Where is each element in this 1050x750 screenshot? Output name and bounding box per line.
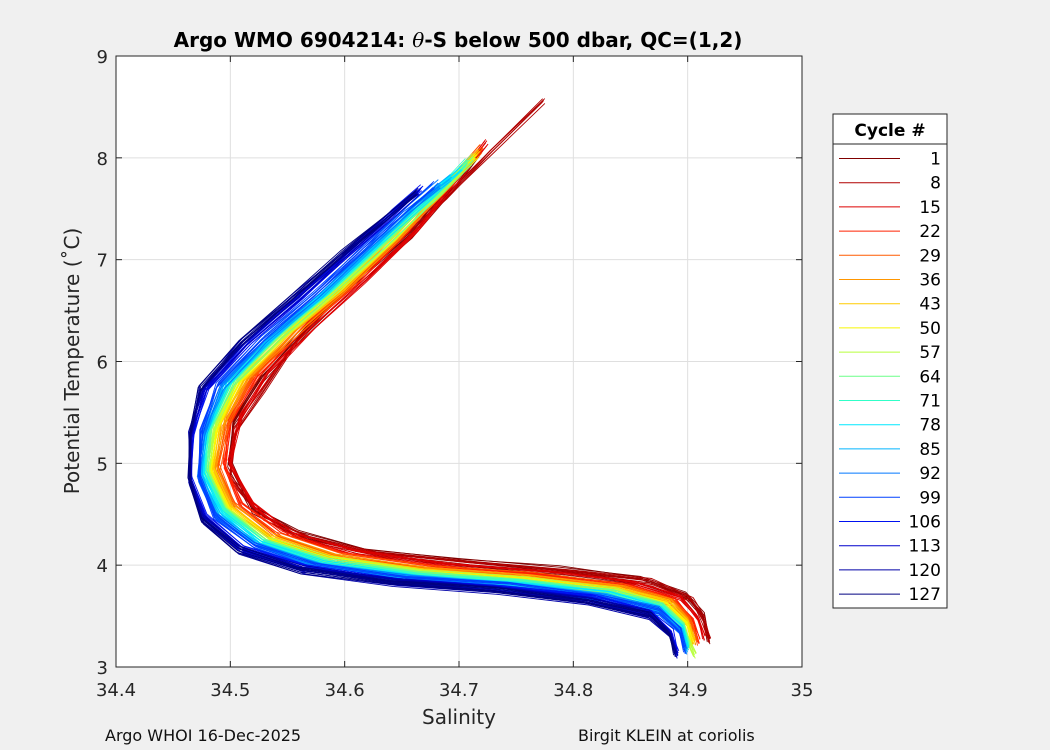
legend-label: 99 <box>919 488 941 508</box>
legend-label: 92 <box>919 464 941 484</box>
legend-label: 1 <box>930 150 941 170</box>
profile-line-cycle-127 <box>188 193 676 657</box>
legend-label: 50 <box>919 319 941 339</box>
x-tick-label: 35 <box>791 680 814 701</box>
profile-line-cycle-15 <box>229 143 704 640</box>
legend-label: 106 <box>909 513 941 533</box>
legend-label: 15 <box>919 198 941 218</box>
x-tick-label: 34.7 <box>439 680 479 701</box>
legend-label: 57 <box>919 343 941 363</box>
y-tick-label: 5 <box>97 454 108 475</box>
legend-label: 22 <box>919 222 941 242</box>
x-tick-label: 34.5 <box>210 680 250 701</box>
legend-label: 43 <box>919 295 941 315</box>
legend-label: 29 <box>919 246 941 266</box>
legend-label: 113 <box>909 537 941 557</box>
legend: Cycle # 18152229364350576471788592991061… <box>832 113 948 609</box>
legend-label: 8 <box>930 174 941 194</box>
profile-line-cycle-15 <box>230 142 705 641</box>
footer-right-text: Birgit KLEIN at coriolis <box>578 726 755 745</box>
legend-label: 127 <box>909 585 941 605</box>
y-tick-label: 6 <box>97 353 108 374</box>
legend-title: Cycle # <box>854 121 925 141</box>
profile-line-cycle-120 <box>188 187 676 652</box>
legend-label: 78 <box>919 416 941 436</box>
legend-label: 71 <box>919 392 941 412</box>
profile-line-cycle-8 <box>230 100 711 642</box>
y-tick-label: 7 <box>97 251 108 272</box>
profile-line-cycle-57 <box>207 155 697 654</box>
x-tick-label: 34.8 <box>553 680 593 701</box>
legend-label: 36 <box>919 271 941 291</box>
legend-label: 120 <box>909 561 941 581</box>
axis-ticks: 34.4 34.5 34.6 34.7 34.8 34.9 35 3 4 5 6 7 8 9 <box>96 47 813 701</box>
x-tick-label: 34.6 <box>325 680 365 701</box>
x-tick-label: 34.9 <box>668 680 708 701</box>
legend-items: 1 8 15 22 29 36 43 50 57 64 71 78 85 92 99 106 113 120 127 <box>839 150 941 605</box>
profile-line-cycle-127 <box>188 188 677 652</box>
profile-line-cycle-99 <box>198 182 687 649</box>
legend-label: 85 <box>919 440 941 460</box>
profile-line-cycle-15 <box>228 140 706 636</box>
footer-left-text: Argo WHOI 16-Dec-2025 <box>105 726 302 745</box>
y-tick-label: 3 <box>97 658 108 679</box>
profile-line-cycle-99 <box>199 180 686 648</box>
x-tick-label: 34.4 <box>96 680 136 701</box>
profile-line-cycle-71 <box>204 162 688 649</box>
y-tick-label: 9 <box>97 47 108 68</box>
legend-label: 64 <box>919 367 941 387</box>
chart-title: Argo WMO 6904214: θ-S below 500 dbar, QC… <box>174 28 743 52</box>
profile-lines <box>187 98 712 659</box>
y-axis-label: Potential Temperature (˚C) <box>60 228 84 495</box>
legend-box <box>832 113 948 609</box>
y-tick-label: 8 <box>97 149 108 170</box>
y-tick-label: 4 <box>97 556 108 577</box>
x-axis-label: Salinity <box>422 705 496 729</box>
